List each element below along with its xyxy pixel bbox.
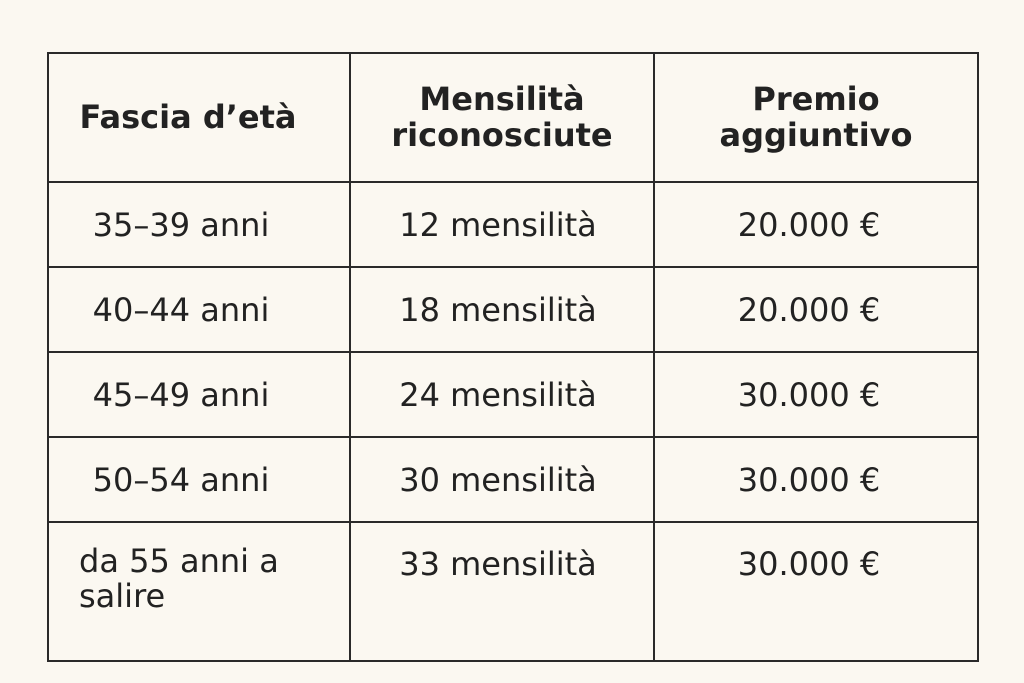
age-bracket-cell: da 55 anni a salire: [47, 521, 351, 662]
bonus-cell: 30.000 €: [653, 351, 979, 438]
header-recognized-months: Mensilità riconosciute: [349, 52, 655, 183]
age-bracket-cell: 35–39 anni: [47, 181, 351, 268]
header-additional-bonus: Premio aggiuntivo: [653, 52, 979, 183]
bonus-cell: 20.000 €: [653, 266, 979, 353]
months-cell: 33 mensilità: [349, 521, 655, 662]
age-bracket-cell: 50–54 anni: [47, 436, 351, 523]
table-row: 45–49 anni 24 mensilità 30.000 €: [47, 351, 979, 438]
age-bracket-table: Fascia d’età Mensilità riconosciute Prem…: [47, 52, 979, 662]
table-row: 35–39 anni 12 mensilità 20.000 €: [47, 181, 979, 268]
bonus-cell: 30.000 €: [653, 436, 979, 523]
table-row: da 55 anni a salire 33 mensilità 30.000 …: [47, 521, 979, 662]
months-cell: 24 mensilità: [349, 351, 655, 438]
months-cell: 12 mensilità: [349, 181, 655, 268]
table-header-row: Fascia d’età Mensilità riconosciute Prem…: [47, 52, 979, 183]
age-bracket-cell: 45–49 anni: [47, 351, 351, 438]
table-row: 50–54 anni 30 mensilità 30.000 €: [47, 436, 979, 523]
months-cell: 30 mensilità: [349, 436, 655, 523]
months-cell: 18 mensilità: [349, 266, 655, 353]
bonus-cell: 30.000 €: [653, 521, 979, 662]
table-row: 40–44 anni 18 mensilità 20.000 €: [47, 266, 979, 353]
bonus-cell: 20.000 €: [653, 181, 979, 268]
header-age-bracket: Fascia d’età: [47, 52, 351, 183]
age-bracket-cell: 40–44 anni: [47, 266, 351, 353]
